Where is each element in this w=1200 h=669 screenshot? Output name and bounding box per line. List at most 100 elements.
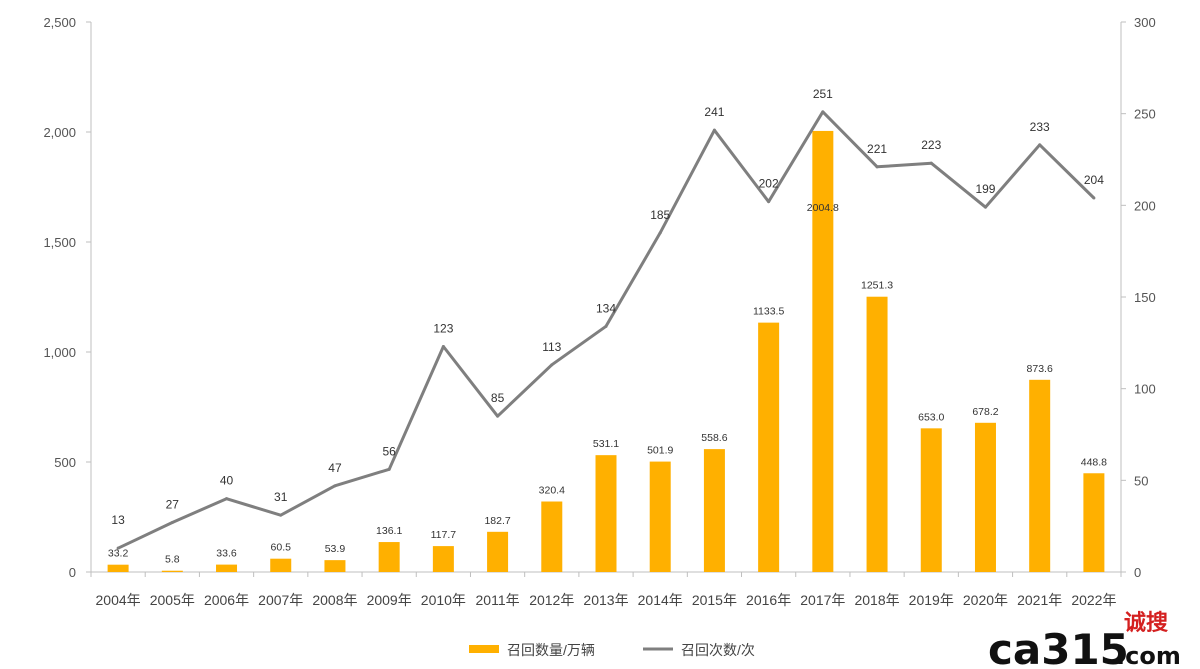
left-tick-label: 2,000 — [43, 125, 76, 140]
line-point — [767, 200, 771, 204]
bar — [1029, 379, 1051, 572]
bar — [161, 570, 183, 572]
x-tick-label: 2013年 — [583, 592, 628, 608]
line-point — [279, 513, 283, 517]
right-tick-label: 200 — [1134, 198, 1156, 213]
legend: 召回数量/万辆 召回次数/次 — [469, 642, 755, 658]
line-data-label: 204 — [1084, 173, 1104, 187]
bar-data-label: 33.6 — [216, 548, 237, 560]
watermark-cn: 诚搜 — [1124, 611, 1169, 636]
line-data-label: 113 — [542, 340, 561, 354]
bar — [487, 531, 509, 572]
bar — [920, 428, 942, 572]
x-tick-label: 2011年 — [476, 592, 520, 608]
line-point — [333, 484, 337, 488]
right-tick-label: 300 — [1134, 15, 1156, 30]
bar-series — [107, 130, 1105, 572]
bar-data-label: 2004.8 — [807, 202, 839, 214]
x-tick-label: 2018年 — [854, 592, 899, 608]
legend-bar-swatch — [469, 645, 499, 653]
x-tick-label: 2008年 — [312, 592, 357, 608]
left-tick-label: 500 — [54, 455, 76, 470]
x-tick-label: 2017年 — [800, 592, 845, 608]
line-point — [983, 205, 987, 209]
line-data-label: 134 — [596, 301, 616, 315]
line-data-label: 251 — [813, 87, 833, 101]
right-tick-label: 0 — [1134, 565, 1141, 580]
x-tick-label: 2022年 — [1071, 592, 1116, 608]
line-data-label: 185 — [650, 208, 670, 222]
bar — [107, 564, 129, 572]
bar-data-label: 117.7 — [431, 529, 457, 541]
bar-data-label: 558.6 — [701, 432, 727, 444]
bar-data-label: 1133.5 — [753, 306, 784, 318]
line-data-label: 47 — [328, 461, 342, 475]
line-data-label: 241 — [704, 105, 724, 119]
bar — [595, 455, 617, 572]
bar-data-label: 320.4 — [539, 485, 565, 497]
bar — [541, 501, 563, 572]
line-point — [116, 546, 120, 550]
watermark-brand: ca315 — [988, 625, 1129, 669]
bar-data-label: 5.8 — [165, 554, 180, 566]
bar-data-label: 448.8 — [1081, 456, 1107, 468]
bar — [324, 560, 346, 572]
line-data-label: 40 — [220, 474, 234, 488]
bar-data-label: 60.5 — [271, 542, 292, 554]
bar-data-label: 33.2 — [108, 548, 129, 560]
line-point — [387, 467, 391, 471]
line-data-labels: 13 27 40 31 47 56 123 85 113 134 185 241 202 251 221 22… — [111, 87, 1104, 527]
bar — [758, 322, 780, 572]
bar — [432, 546, 454, 572]
right-tick-label: 150 — [1134, 290, 1156, 305]
bar-data-label: 136.1 — [376, 525, 402, 537]
right-y-ticks: 0 50 100 150 200 250 300 — [1121, 15, 1156, 580]
line-point — [550, 363, 554, 367]
line-data-label: 199 — [975, 182, 995, 196]
legend-line-label: 召回次数/次 — [681, 642, 755, 658]
line-point — [1092, 196, 1096, 200]
bar-data-label: 531.1 — [593, 438, 619, 450]
line-data-label: 123 — [433, 322, 453, 336]
x-tick-label: 2020年 — [963, 592, 1008, 608]
x-tick-label: 2006年 — [204, 592, 249, 608]
bar — [703, 449, 725, 572]
bar-data-label: 182.7 — [484, 515, 510, 527]
x-tick-label: 2005年 — [150, 592, 195, 608]
left-tick-label: 1,500 — [43, 235, 76, 250]
left-tick-label: 1,000 — [43, 345, 76, 360]
x-tick-label: 2012年 — [529, 592, 574, 608]
line-data-label: 85 — [491, 391, 505, 405]
bar-data-label: 653.0 — [918, 411, 944, 423]
bar — [270, 558, 292, 572]
left-tick-label: 0 — [69, 565, 76, 580]
x-tick-label: 2004年 — [96, 592, 141, 608]
bar-data-label: 53.9 — [325, 543, 346, 555]
watermark-suffix: .com — [1116, 642, 1181, 669]
x-tick-label: 2019年 — [909, 592, 954, 608]
bar-data-label: 501.9 — [647, 445, 673, 457]
line-data-label: 221 — [867, 142, 887, 156]
line-data-label: 233 — [1030, 120, 1050, 134]
x-tick-label: 2021年 — [1017, 592, 1062, 608]
x-tick-label: 2007年 — [258, 592, 303, 608]
bar — [1083, 473, 1105, 572]
line-data-label: 223 — [921, 138, 941, 152]
line-point — [712, 128, 716, 132]
right-tick-label: 50 — [1134, 473, 1148, 488]
bar — [866, 296, 888, 572]
line-data-label: 202 — [759, 177, 779, 191]
bar-data-labels: 33.2 5.8 33.6 60.5 53.9 136.1 117.7 182.7 320.4 5… — [108, 202, 1107, 566]
line-point — [496, 414, 500, 418]
line-point — [225, 497, 229, 501]
bar-data-label: 1251.3 — [861, 280, 893, 292]
line-data-label: 27 — [166, 498, 180, 512]
bar — [812, 130, 834, 572]
line-data-label: 13 — [111, 513, 125, 527]
x-tick-label: 2016年 — [746, 592, 791, 608]
line-point — [1038, 143, 1042, 147]
line-point — [875, 165, 879, 169]
x-tick-label: 2015年 — [692, 592, 737, 608]
x-axis-ticks: 2004年 2005年 2006年 2007年 2008年 2009年 2010年 2011年… — [90, 572, 1122, 608]
